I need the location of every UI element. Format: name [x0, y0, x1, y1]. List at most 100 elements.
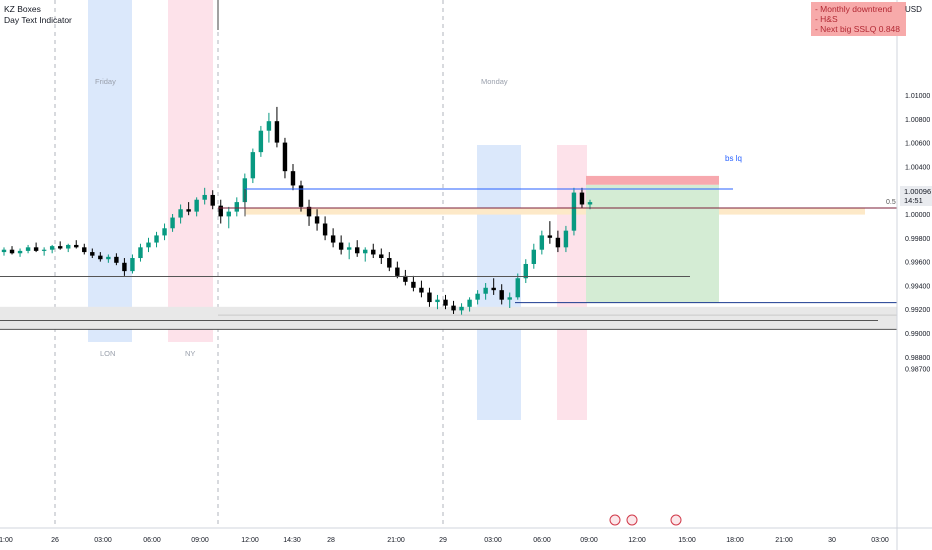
candle-body — [579, 192, 585, 205]
candle-body — [274, 121, 280, 143]
time-tick-label: 12:00 — [241, 537, 259, 544]
candle-body — [41, 249, 47, 251]
fib-level-label: 0.5 — [886, 199, 896, 206]
candle-body — [194, 199, 199, 212]
candle-body — [250, 152, 256, 179]
candle-body — [122, 262, 127, 272]
price-tick-label: 0.99400 — [905, 283, 930, 290]
candle-body — [354, 247, 360, 254]
candle-body — [459, 306, 464, 311]
london-session-box — [477, 145, 521, 420]
time-tick-label: 06:00 — [533, 537, 551, 544]
time-tick-label: 21:00 — [0, 537, 13, 544]
time-tick-label: 21:00 — [775, 537, 793, 544]
candle-body — [395, 267, 400, 276]
time-tick-label: 28 — [327, 537, 335, 544]
candle-body — [435, 299, 440, 303]
candle-body — [210, 194, 215, 206]
price-tick-label: 1.00400 — [905, 164, 930, 171]
candle-body — [499, 290, 504, 300]
note-line: - Next big SSLQ 0.848 — [814, 24, 900, 34]
time-tick-label: 12:00 — [628, 537, 646, 544]
candle-body — [178, 209, 183, 218]
indicator-day-text[interactable]: Day Text Indicator — [4, 15, 72, 25]
candle-body — [298, 185, 304, 207]
candle-body — [371, 249, 376, 255]
time-tick-label: 15:00 — [678, 537, 696, 544]
candle-body — [443, 299, 448, 306]
candle-body — [322, 223, 328, 236]
price-tick-label: 0.99000 — [905, 331, 930, 338]
ny-session-box — [168, 0, 213, 342]
candle-body — [186, 209, 191, 212]
candle-body — [234, 202, 240, 212]
candle-body — [531, 249, 537, 264]
time-tick-label: 09:00 — [191, 537, 209, 544]
candle-body — [563, 230, 569, 248]
time-tick-label: 29 — [439, 537, 447, 544]
grey-zone — [0, 306, 897, 330]
candle-body — [387, 258, 392, 268]
candle-body — [507, 297, 512, 300]
time-tick-label: 30 — [828, 537, 836, 544]
candle-body — [202, 194, 207, 200]
candle-body — [266, 121, 272, 131]
price-tick-label: 0.99600 — [905, 260, 930, 267]
candle-body — [330, 235, 336, 243]
candle-body — [106, 256, 111, 260]
time-tick-label: 03:00 — [871, 537, 889, 544]
candle-body — [427, 292, 432, 303]
price-tick-label: 0.99800 — [905, 236, 930, 243]
candle-body — [138, 247, 143, 259]
current-price-badge: 1.00096 14:51 — [900, 186, 932, 206]
candle-body — [306, 206, 312, 217]
candle-body — [98, 255, 103, 260]
flag-icon — [670, 514, 682, 526]
candle-body — [146, 242, 151, 248]
session-label-ny: NY — [185, 349, 196, 358]
grid-layer — [54, 0, 444, 528]
candle-body — [346, 247, 352, 250]
bs-lq-label: bs lq — [725, 154, 742, 163]
notes-box: - Monthly downtrend - H&S - Next big SSL… — [810, 2, 906, 36]
candles-layer — [1, 106, 593, 316]
orange-zone — [245, 208, 865, 215]
price-tick-label: 0.98800 — [905, 355, 930, 362]
candle-body — [467, 299, 472, 307]
candle-body — [66, 244, 71, 249]
indicator-kz-boxes[interactable]: KZ Boxes — [4, 4, 41, 14]
time-tick-label: 14:30 — [283, 537, 301, 544]
candle-body — [154, 235, 159, 243]
note-line: - H&S — [814, 14, 838, 24]
candle-body — [523, 263, 528, 279]
candle-body — [403, 275, 408, 282]
time-tick-label: 21:00 — [387, 537, 405, 544]
candle-body — [17, 250, 23, 254]
candle-body — [539, 235, 545, 250]
price-tick-label: 1.00800 — [905, 117, 930, 124]
take-profit-zone — [586, 184, 719, 303]
candle-body — [258, 130, 264, 153]
price-tick-label: 1.00000 — [905, 212, 930, 219]
zones-layer — [0, 175, 897, 330]
candle-body — [338, 242, 344, 250]
candle-body — [483, 287, 488, 294]
candle-body — [587, 202, 593, 205]
time-tick-label: 03:00 — [94, 537, 112, 544]
candle-body — [571, 192, 577, 231]
note-line: - Monthly downtrend — [814, 4, 892, 14]
time-tick-label: 18:00 — [726, 537, 744, 544]
candle-body — [419, 287, 424, 293]
candle-body — [25, 247, 31, 251]
countdown: 14:51 — [904, 196, 923, 205]
ny-session-box — [557, 145, 587, 420]
candle-body — [218, 205, 223, 217]
currency-label: USD — [905, 5, 922, 14]
candle-body — [49, 246, 55, 250]
flag-icon — [609, 514, 621, 526]
time-tick-label: 09:00 — [580, 537, 598, 544]
price-tick-label: 0.98700 — [905, 367, 930, 374]
levels-layer — [0, 188, 897, 330]
time-tick-label: 06:00 — [143, 537, 161, 544]
